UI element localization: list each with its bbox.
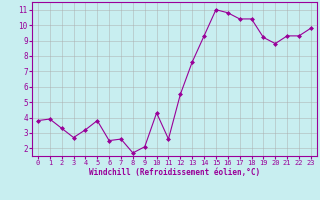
X-axis label: Windchill (Refroidissement éolien,°C): Windchill (Refroidissement éolien,°C) xyxy=(89,168,260,177)
